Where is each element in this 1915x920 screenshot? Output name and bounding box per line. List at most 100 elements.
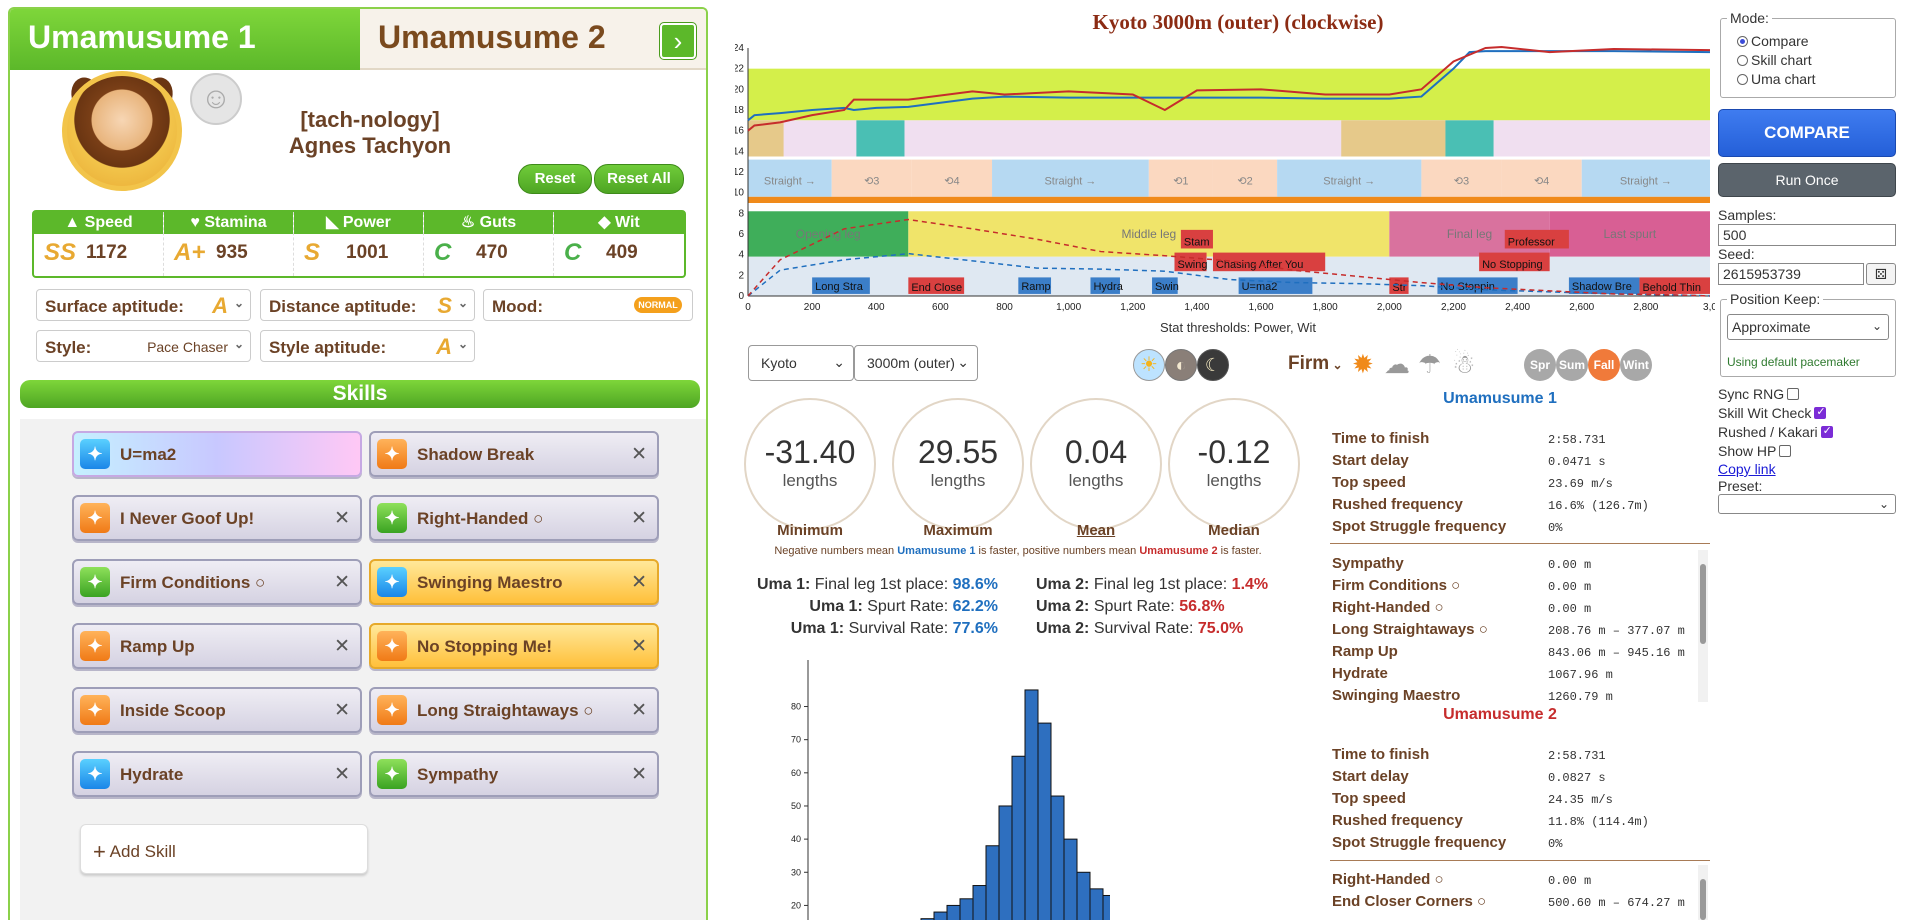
scroll-thumb[interactable] <box>1700 879 1706 920</box>
season-winter-icon[interactable]: Wint <box>1620 349 1652 381</box>
default-avatar-icon[interactable]: ☺ <box>190 73 242 125</box>
uma2-skills-scrollbar[interactable] <box>1698 865 1708 920</box>
daytime-sun-icon[interactable]: ☀ <box>1133 349 1165 381</box>
sunny-icon[interactable]: ✹ <box>1352 349 1374 379</box>
season-fall-icon[interactable]: Fall <box>1588 349 1620 381</box>
evening-icon[interactable]: ◐ <box>1165 349 1197 381</box>
section-band <box>831 159 912 197</box>
compare-button[interactable]: COMPARE <box>1718 109 1896 157</box>
reset-button[interactable]: Reset <box>518 164 592 194</box>
reset-all-button[interactable]: Reset All <box>594 164 684 194</box>
skill-card[interactable]: ✦ I Never Goof Up! ✕ <box>72 495 362 541</box>
cloudy-icon[interactable]: ☁ <box>1384 349 1410 379</box>
skill-icon: ✦ <box>377 631 407 661</box>
sync-rng-toggle[interactable]: Sync RNG <box>1718 386 1800 402</box>
uma2-final-leg: Uma 2: Final leg 1st place: 1.4% <box>1036 576 1296 594</box>
distance-aptitude-select[interactable]: Distance aptitude: S ⌄ <box>260 289 475 321</box>
close-icon[interactable]: ✕ <box>334 572 350 593</box>
skill-card[interactable]: ✦ Shadow Break ✕ <box>369 431 659 477</box>
snowy-icon[interactable]: ☃ <box>1452 349 1476 379</box>
skill-card[interactable]: ✦ Ramp Up ✕ <box>72 623 362 669</box>
x-tick-label: 1,400 <box>1184 302 1209 313</box>
night-moon-icon[interactable]: ☾ <box>1197 349 1229 381</box>
samples-input[interactable]: 500 <box>1718 224 1896 246</box>
style-select[interactable]: Style: Pace Chaser ⌄ <box>36 330 251 362</box>
position-keep-select[interactable]: Approximate ⌄ <box>1727 314 1889 340</box>
skill-card[interactable]: ✦ Swinging Maestro ✕ <box>369 559 659 605</box>
hist-bar <box>920 918 935 920</box>
tab-umamusume-2[interactable]: Umamusume 2 <box>360 9 706 70</box>
radio-label: Uma chart <box>1751 71 1816 87</box>
note-text: Negative numbers mean <box>774 545 898 557</box>
skill-card[interactable]: ✦ U=ma2 <box>72 431 362 477</box>
seed-input[interactable]: 2615953739 <box>1718 263 1864 285</box>
close-icon[interactable]: ✕ <box>631 764 647 785</box>
rainy-icon[interactable]: ☂ <box>1418 349 1442 379</box>
dice-icon[interactable]: ⚄ <box>1866 263 1896 285</box>
uma1-skills-scrollbar[interactable] <box>1698 550 1708 702</box>
checkbox-unchecked[interactable] <box>1779 445 1792 457</box>
x-tick-label: 1,200 <box>1120 302 1145 313</box>
uma2-skill-bar-label: End Close <box>911 282 962 294</box>
copy-link[interactable]: Copy link <box>1718 461 1776 477</box>
skill-card[interactable]: ✦ No Stopping Me! ✕ <box>369 623 659 669</box>
chevron-down-icon: ⌄ <box>1871 319 1882 333</box>
stat-wit-input[interactable]: 409 <box>606 242 638 263</box>
checkbox-checked[interactable] <box>1820 424 1833 438</box>
rushed-toggle[interactable]: Rushed / Kakari <box>1718 424 1833 440</box>
hist-bar <box>1024 689 1039 920</box>
skill-wit-toggle[interactable]: Skill Wit Check <box>1718 405 1827 421</box>
close-icon[interactable]: ✕ <box>631 444 647 465</box>
stat-power-input[interactable]: 1001 <box>346 242 389 263</box>
close-icon[interactable]: ✕ <box>334 636 350 657</box>
hist-y-tick-label: 50 <box>791 801 801 811</box>
checkbox-unchecked[interactable] <box>1787 388 1800 400</box>
stat-stamina-input[interactable]: 935 <box>216 242 248 263</box>
skill-name: Sympathy <box>417 765 499 784</box>
close-icon[interactable]: ✕ <box>631 572 647 593</box>
course-chart[interactable]: Straight → ⟲3 ⟲4 Straight → ⟲1 ⟲2 Straight → ⟲3… <box>735 38 1715 338</box>
skill-card[interactable]: ✦ Firm Conditions ○ ✕ <box>72 559 362 605</box>
surface-aptitude-select[interactable]: Surface aptitude: A ⌄ <box>36 289 251 321</box>
chevron-right-icon[interactable]: › <box>659 22 697 60</box>
skill-card[interactable]: ✦ Long Straightaways ○ ✕ <box>369 687 659 733</box>
show-hp-toggle[interactable]: Show HP <box>1718 443 1792 459</box>
uma1-skill-bar <box>1568 277 1640 294</box>
mode-skill-chart-radio[interactable]: Skill chart <box>1737 52 1812 68</box>
skill-name: Inside Scoop <box>120 701 226 720</box>
minimum-unit: lengths <box>782 471 838 490</box>
ground-condition-select[interactable]: Firm ⌄ <box>1288 353 1343 375</box>
mode-compare-radio[interactable]: Compare <box>1737 33 1809 49</box>
checkbox-checked[interactable] <box>1814 405 1827 419</box>
mood-select[interactable]: Mood: NORMAL <box>483 289 693 321</box>
skill-card[interactable]: ✦ Hydrate ✕ <box>72 751 362 797</box>
close-icon[interactable]: ✕ <box>334 508 350 529</box>
season-spring-icon[interactable]: Spr <box>1524 349 1556 381</box>
tab-umamusume-1[interactable]: Umamusume 1 <box>10 9 360 70</box>
close-icon[interactable]: ✕ <box>631 636 647 657</box>
close-icon[interactable]: ✕ <box>334 700 350 721</box>
skill-name: I Never Goof Up! <box>120 509 255 528</box>
skill-card[interactable]: ✦ Inside Scoop ✕ <box>72 687 362 733</box>
style-aptitude-select[interactable]: Style aptitude: A ⌄ <box>260 330 475 362</box>
uma1-skill-bar-label: Hydra <box>1093 281 1123 293</box>
stat-guts-input[interactable]: 470 <box>476 242 508 263</box>
stat-speed-input[interactable]: 1172 <box>86 242 128 263</box>
mode-uma-chart-radio[interactable]: Uma chart <box>1737 71 1816 87</box>
run-once-button[interactable]: Run Once <box>1718 163 1896 197</box>
sign-note: Negative numbers mean Umamusume 1 is fas… <box>748 545 1288 557</box>
avatar[interactable] <box>62 71 182 191</box>
add-skill-button[interactable]: + Add Skill <box>80 824 368 874</box>
hist-bar <box>1011 755 1026 920</box>
track-select[interactable]: Kyoto ⌄ <box>748 345 854 381</box>
close-icon[interactable]: ✕ <box>334 764 350 785</box>
preset-select[interactable]: ⌄ <box>1718 494 1896 514</box>
scroll-thumb[interactable] <box>1700 564 1706 644</box>
skill-card[interactable]: ✦ Sympathy ✕ <box>369 751 659 797</box>
distance-select[interactable]: 3000m (outer) ⌄ <box>854 345 978 381</box>
mean-label[interactable]: Mean <box>1076 522 1116 539</box>
season-summer-icon[interactable]: Sum <box>1556 349 1588 381</box>
skill-card[interactable]: ✦ Right-Handed ○ ✕ <box>369 495 659 541</box>
close-icon[interactable]: ✕ <box>631 700 647 721</box>
close-icon[interactable]: ✕ <box>631 508 647 529</box>
